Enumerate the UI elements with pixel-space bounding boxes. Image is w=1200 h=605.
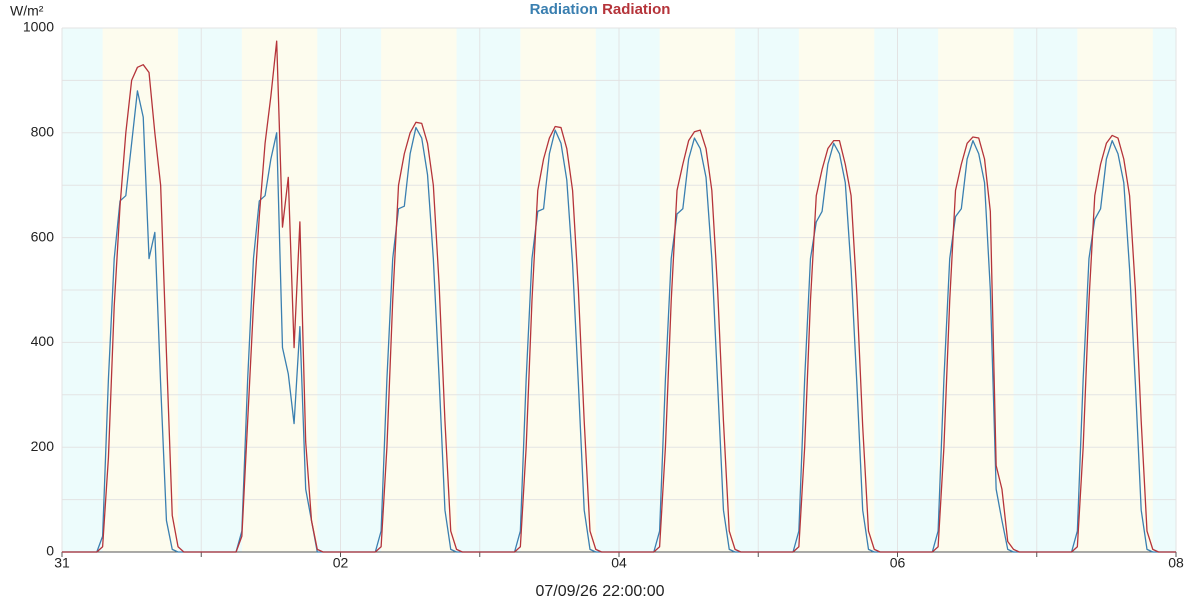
x-tick-label: 02 <box>333 555 349 571</box>
y-tick-label: 800 <box>31 124 55 140</box>
y-tick-label: 400 <box>31 333 55 349</box>
x-tick-label: 08 <box>1168 555 1184 571</box>
y-tick-label: 600 <box>31 228 55 244</box>
legend-entry: Radiation <box>530 1 598 18</box>
x-tick-label: 04 <box>611 555 627 571</box>
y-tick-label: 200 <box>31 438 55 454</box>
y-tick-label: 0 <box>46 543 54 559</box>
x-tick-label: 06 <box>890 555 906 571</box>
x-axis-label: 07/09/26 22:00:00 <box>535 583 664 600</box>
y-tick-label: 1000 <box>23 19 54 35</box>
series-line <box>62 40 1176 553</box>
legend: Radiation Radiation <box>530 1 671 18</box>
x-tick-label: 31 <box>54 555 70 571</box>
legend-entry: Radiation <box>602 1 670 18</box>
y-unit: W/m² <box>10 3 44 19</box>
